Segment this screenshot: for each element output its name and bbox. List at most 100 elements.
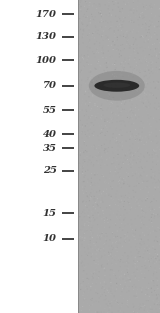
- Point: [109, 126, 112, 131]
- Point: [119, 196, 122, 201]
- Point: [145, 98, 147, 103]
- Point: [81, 34, 84, 39]
- Point: [99, 67, 101, 72]
- Point: [122, 59, 125, 64]
- Point: [100, 191, 103, 196]
- Point: [84, 310, 86, 313]
- Point: [80, 0, 82, 3]
- Point: [120, 185, 123, 190]
- Point: [144, 10, 146, 15]
- Point: [114, 71, 116, 76]
- Point: [135, 159, 137, 164]
- Point: [158, 227, 160, 232]
- Point: [156, 302, 159, 307]
- Point: [148, 243, 150, 248]
- Point: [94, 206, 97, 211]
- Point: [136, 42, 139, 47]
- Point: [89, 158, 91, 163]
- Point: [110, 117, 113, 122]
- Point: [108, 251, 111, 256]
- Point: [88, 206, 91, 211]
- Point: [132, 109, 134, 114]
- Point: [140, 305, 143, 310]
- Point: [121, 64, 124, 69]
- Point: [123, 40, 125, 45]
- Point: [152, 254, 155, 259]
- Point: [131, 158, 133, 163]
- Point: [102, 213, 104, 218]
- Point: [159, 158, 160, 163]
- Point: [110, 292, 112, 297]
- Point: [131, 170, 134, 175]
- Point: [114, 209, 117, 214]
- Point: [150, 310, 153, 313]
- Point: [108, 53, 111, 58]
- Point: [96, 291, 99, 296]
- Point: [134, 257, 137, 262]
- Point: [119, 48, 122, 53]
- Point: [121, 22, 123, 27]
- Point: [136, 149, 139, 154]
- Point: [148, 294, 151, 299]
- Point: [158, 104, 160, 109]
- Point: [149, 305, 152, 310]
- Point: [107, 217, 109, 222]
- Point: [105, 226, 108, 231]
- Point: [85, 249, 88, 254]
- Point: [88, 39, 90, 44]
- Point: [111, 47, 113, 52]
- Point: [101, 156, 104, 161]
- Point: [83, 263, 85, 268]
- Point: [89, 100, 91, 105]
- Point: [154, 250, 157, 255]
- Point: [83, 211, 86, 216]
- Point: [156, 18, 158, 23]
- Point: [83, 150, 85, 155]
- Point: [111, 120, 114, 125]
- Point: [128, 195, 131, 200]
- Point: [80, 78, 83, 83]
- Point: [150, 259, 152, 264]
- Point: [91, 120, 93, 125]
- Point: [117, 28, 120, 33]
- Point: [98, 188, 101, 193]
- Point: [157, 19, 160, 24]
- Point: [146, 309, 149, 313]
- Point: [138, 114, 140, 119]
- Point: [119, 160, 122, 165]
- Point: [131, 145, 134, 150]
- Point: [146, 147, 148, 152]
- Point: [149, 80, 152, 85]
- Point: [103, 56, 106, 61]
- Point: [118, 206, 121, 211]
- Point: [115, 261, 117, 266]
- Point: [97, 143, 100, 148]
- Point: [87, 54, 90, 59]
- Point: [110, 114, 113, 119]
- Point: [135, 306, 137, 311]
- Point: [91, 277, 94, 282]
- Point: [124, 177, 127, 182]
- Point: [156, 25, 159, 30]
- Point: [81, 242, 83, 247]
- Point: [146, 184, 149, 189]
- Point: [103, 211, 105, 216]
- Point: [97, 174, 100, 179]
- Point: [153, 53, 155, 58]
- Point: [107, 181, 110, 186]
- Point: [84, 209, 87, 214]
- Point: [132, 110, 135, 115]
- Point: [128, 147, 131, 152]
- Point: [126, 130, 128, 135]
- Point: [103, 44, 105, 49]
- Point: [133, 30, 136, 35]
- Point: [88, 242, 90, 247]
- Point: [103, 220, 106, 225]
- Point: [111, 247, 114, 252]
- Point: [141, 10, 144, 15]
- Point: [93, 51, 95, 56]
- Point: [94, 9, 97, 14]
- Point: [157, 254, 159, 259]
- Point: [156, 278, 159, 283]
- Point: [88, 40, 91, 45]
